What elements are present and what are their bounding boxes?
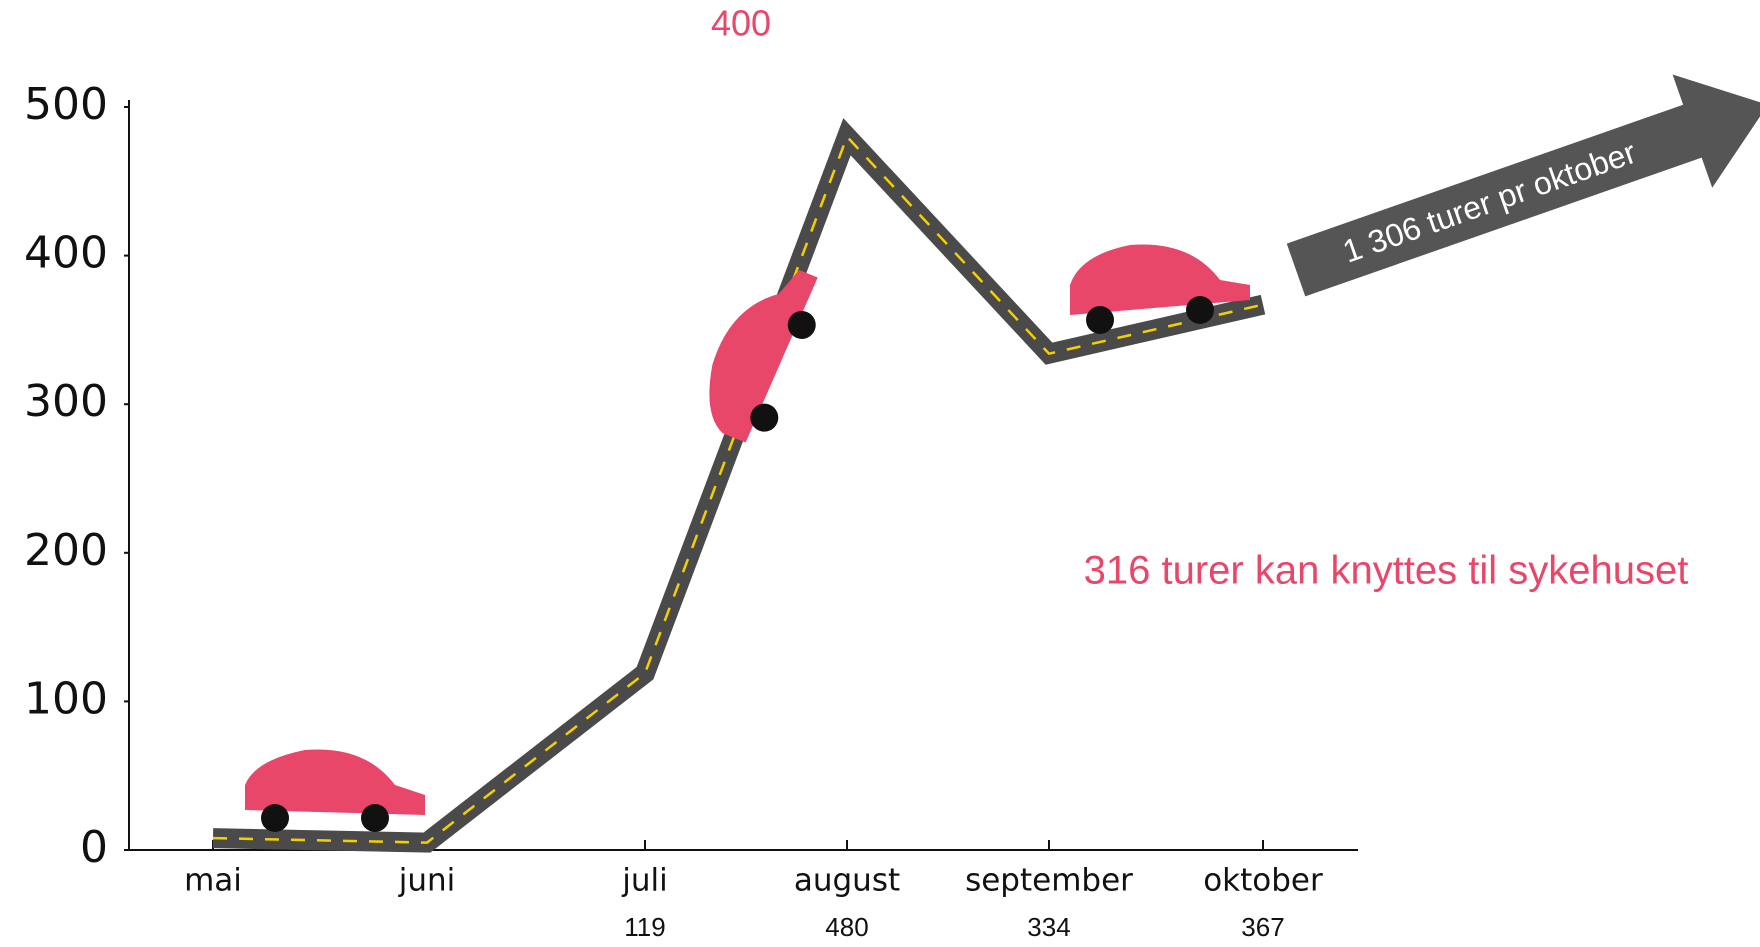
- value-label: 119: [624, 912, 665, 942]
- y-tick-label: 0: [80, 822, 108, 873]
- total-arrow: 1 306 turer pr oktober: [1276, 48, 1760, 327]
- y-tick-label: 100: [24, 673, 108, 724]
- annotation: 316 turer kan knyttes til sykehuset: [1084, 549, 1689, 593]
- y-tick-label: 400: [24, 228, 108, 279]
- x-tick-label: oktober: [1203, 863, 1323, 899]
- x-tick-label: juni: [398, 863, 456, 899]
- chart: 400 316 turer kan knyttes til sykehuset …: [0, 0, 1760, 947]
- car: [245, 749, 425, 832]
- x-tick-label: september: [965, 863, 1133, 899]
- road-centerline: [213, 137, 1263, 843]
- decor-cars: [245, 244, 1250, 832]
- x-tick-label: juli: [621, 863, 668, 899]
- value-label: 367: [1241, 912, 1284, 942]
- car: [689, 253, 833, 451]
- plot: 0 100 200 300 400 500 mai juni juli august septemb…: [24, 79, 1323, 942]
- value-label: 480: [825, 912, 868, 942]
- page: 400 316 turer kan knyttes til sykehuset …: [0, 0, 1760, 947]
- x-tick-label: august: [794, 863, 900, 899]
- annotation: 1 306 turer pr oktober: [1338, 134, 1641, 270]
- y-tick-label: 200: [24, 525, 108, 576]
- y-tick-label: 500: [24, 79, 108, 130]
- road: [213, 137, 1263, 843]
- value-label: 334: [1027, 912, 1070, 942]
- annotation: 400: [711, 3, 771, 44]
- y-tick-label: 300: [24, 376, 108, 427]
- x-tick-label: mai: [184, 863, 242, 899]
